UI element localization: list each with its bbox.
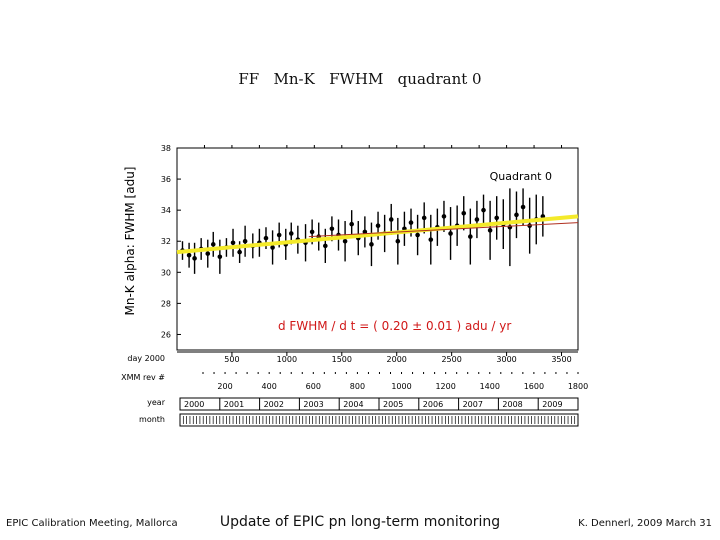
data-point <box>217 254 223 260</box>
y-tick-label: 38 <box>161 144 171 153</box>
day-tick-label: 2000 <box>387 355 407 364</box>
data-point <box>237 249 242 255</box>
fit-annotation: d FWHM / d t = ( 0.20 ± 0.01 ) adu / yr <box>278 319 511 333</box>
data-point <box>481 207 486 213</box>
y-tick-label: 28 <box>161 299 171 308</box>
data-point <box>514 212 519 218</box>
data-point <box>474 217 480 222</box>
secondary-fit-line <box>308 222 579 238</box>
data-point <box>230 240 236 246</box>
data-point <box>242 238 248 244</box>
data-point <box>309 229 315 235</box>
day-tick-label: 1000 <box>277 355 297 364</box>
data-point <box>415 232 420 238</box>
data-point <box>263 235 269 241</box>
rev-tick-label: 800 <box>350 382 365 391</box>
y-tick-label: 34 <box>161 206 171 215</box>
y-tick-label: 32 <box>161 237 171 246</box>
footer-right: K. Dennerl, 2009 March 31 <box>578 518 712 529</box>
slide-title: FF Mn-K FWHM quadrant 0 <box>238 70 482 88</box>
y-tick-label: 26 <box>161 330 171 339</box>
year-label: 2003 <box>303 400 323 409</box>
rev-tick-label: 600 <box>306 382 321 391</box>
year-label: 2006 <box>423 400 443 409</box>
data-point <box>520 204 526 210</box>
year-label: 2001 <box>224 400 244 409</box>
data-point <box>395 238 401 244</box>
y-tick-label: 30 <box>161 268 171 277</box>
year-label: 2007 <box>463 400 483 409</box>
day-tick-label: 2500 <box>441 355 461 364</box>
year-label: 2009 <box>542 400 562 409</box>
data-point <box>192 256 197 261</box>
rev-tick-label: 1600 <box>524 382 544 391</box>
quadrant-annotation: Quadrant 0 <box>490 170 552 183</box>
y-tick-label: 36 <box>161 175 171 184</box>
day-tick-label: 3500 <box>551 355 571 364</box>
data-point <box>461 210 467 216</box>
data-point <box>210 242 216 247</box>
data-point <box>487 228 493 233</box>
data-point <box>421 215 427 221</box>
data-point <box>186 252 192 258</box>
month-row <box>179 413 579 427</box>
rev-tick-label: 400 <box>262 382 277 391</box>
rev-tick-label: 1000 <box>391 382 411 391</box>
data-point <box>276 232 282 238</box>
data-point <box>205 251 211 256</box>
rev-tick-label: 1200 <box>435 382 455 391</box>
rev-axis-label: XMM rev # <box>121 373 165 382</box>
rev-tick-label: 1800 <box>568 382 588 391</box>
footer-center: Update of EPIC pn long-term monitoring <box>219 514 501 530</box>
month-axis-label: month <box>139 415 165 424</box>
footer-left: EPIC Calibration Meeting, Mallorca <box>6 518 178 529</box>
year-label: 2004 <box>343 400 363 409</box>
data-point <box>375 223 381 228</box>
rev-tick-label: 200 <box>217 382 232 391</box>
day-tick-label: 3000 <box>496 355 516 364</box>
data-point <box>288 231 294 236</box>
rev-tick-label: 1400 <box>480 382 500 391</box>
year-label: 2008 <box>502 400 522 409</box>
y-axis-label: Mn-K alpha: FWHM [adu] <box>123 167 137 316</box>
data-point <box>428 237 434 242</box>
data-point <box>388 217 394 222</box>
year-label: 2002 <box>264 400 284 409</box>
data-point <box>527 223 532 228</box>
data-point <box>441 214 447 219</box>
year-label: 2000 <box>184 400 204 409</box>
data-point <box>323 243 328 249</box>
plot-frame <box>176 147 579 351</box>
day-axis-label: day 2000 <box>127 354 165 363</box>
day-tick-label: 1500 <box>332 355 352 364</box>
data-point <box>448 231 453 236</box>
data-point <box>342 238 348 244</box>
fit-line <box>176 214 579 255</box>
data-point <box>369 242 374 247</box>
year-label: 2005 <box>383 400 403 409</box>
data-point <box>329 226 335 232</box>
data-point <box>362 229 368 235</box>
data-point <box>270 245 275 250</box>
data-point <box>349 221 354 227</box>
day-tick-label: 500 <box>224 355 239 364</box>
data-point <box>468 234 473 239</box>
data-point <box>494 215 500 221</box>
data-point <box>408 220 414 225</box>
year-axis-label: year <box>147 398 166 407</box>
